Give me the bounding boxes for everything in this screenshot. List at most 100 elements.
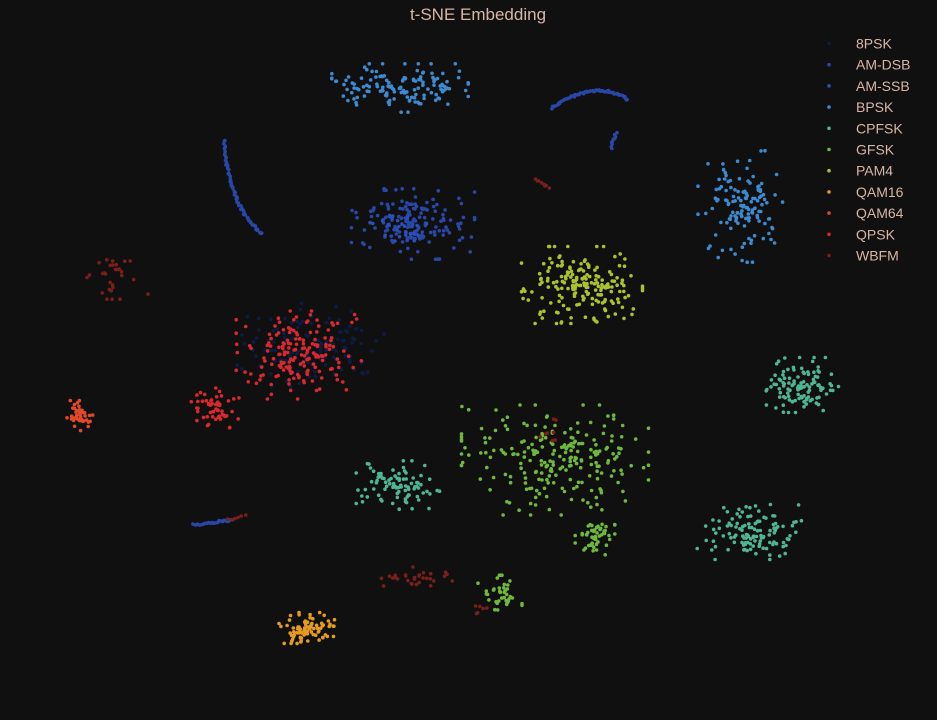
point-qpsk — [230, 409, 234, 414]
point-cpfsk — [389, 476, 393, 481]
point-qpsk — [287, 346, 291, 350]
point-gfsk — [602, 531, 607, 536]
point-gfsk — [534, 488, 539, 493]
point-pam4 — [559, 321, 564, 325]
point-pam4 — [555, 279, 559, 284]
point-pam4 — [556, 287, 560, 291]
point-bpsk — [438, 84, 442, 88]
point-cpfsk — [781, 544, 785, 549]
point-gfsk — [505, 499, 509, 504]
point-cpfsk — [437, 489, 442, 494]
point-8psk — [337, 318, 342, 322]
point-pam4 — [616, 300, 621, 305]
point-cpfsk — [743, 547, 747, 552]
point-bpsk — [758, 188, 763, 192]
point-cpfsk — [810, 382, 814, 386]
point-bpsk — [447, 86, 452, 91]
point-pam4 — [582, 259, 587, 264]
point-pam4 — [571, 259, 576, 264]
point-cpfsk — [757, 542, 762, 546]
point-cpfsk — [771, 542, 775, 547]
point-wbfm — [244, 513, 248, 517]
point-pam4 — [552, 244, 557, 249]
point-gfsk — [599, 488, 603, 493]
point-bpsk — [759, 149, 763, 153]
point-am-dsb — [259, 231, 264, 236]
point-pam4 — [609, 289, 614, 294]
point-8psk — [295, 351, 299, 356]
point-cpfsk — [815, 396, 819, 400]
legend-marker-bpsk — [827, 105, 831, 109]
point-8psk — [316, 338, 321, 343]
point-wbfm — [410, 582, 414, 586]
point-gfsk — [599, 471, 604, 475]
point-wbfm — [110, 259, 115, 263]
point-qpsk — [326, 328, 331, 332]
point-bpsk — [387, 80, 391, 85]
point-qpsk — [299, 353, 304, 357]
point-qpsk — [310, 342, 315, 346]
point-gfsk — [502, 590, 507, 595]
point-wbfm — [102, 271, 107, 275]
point-cpfsk — [821, 408, 825, 413]
point-am-dsb — [398, 206, 402, 211]
point-qam16 — [311, 632, 316, 637]
point-qpsk — [274, 374, 278, 379]
point-qpsk — [196, 399, 200, 404]
point-cpfsk — [755, 529, 760, 533]
point-qpsk — [305, 369, 310, 374]
point-gfsk — [589, 455, 593, 460]
point-qpsk — [294, 315, 299, 319]
point-bpsk — [773, 193, 777, 197]
point-gfsk — [641, 465, 646, 470]
point-gfsk — [607, 537, 612, 542]
point-bpsk — [721, 162, 725, 166]
point-qam16 — [308, 612, 312, 617]
point-gfsk — [484, 450, 488, 455]
point-bpsk — [739, 198, 743, 203]
point-bpsk — [379, 74, 384, 78]
point-bpsk — [421, 80, 425, 85]
point-gfsk — [540, 478, 544, 482]
point-cpfsk — [363, 487, 368, 492]
point-am-ssb — [405, 216, 410, 221]
point-am-dsb — [437, 257, 442, 261]
point-qam16 — [317, 638, 321, 642]
point-am-dsb — [222, 139, 227, 143]
point-gfsk — [538, 438, 543, 443]
point-bpsk — [716, 255, 720, 260]
point-bpsk — [416, 100, 420, 105]
point-8psk — [271, 340, 276, 344]
point-cpfsk — [799, 366, 804, 371]
point-cpfsk — [743, 542, 748, 546]
point-qpsk — [201, 415, 206, 420]
point-cpfsk — [747, 525, 752, 530]
point-gfsk — [568, 459, 572, 464]
point-cpfsk — [788, 534, 792, 538]
point-pam4 — [560, 296, 564, 300]
point-am-dsb — [368, 245, 372, 250]
point-pam4 — [586, 291, 591, 296]
point-cpfsk — [397, 471, 401, 476]
point-pam4 — [592, 282, 597, 286]
point-wbfm — [131, 277, 136, 282]
point-am-dsb — [354, 210, 358, 215]
point-bpsk — [417, 77, 421, 82]
point-am-dsb — [234, 197, 239, 201]
point-cpfsk — [409, 481, 414, 486]
point-qam16 — [309, 630, 314, 634]
point-gfsk — [539, 471, 544, 475]
point-bpsk — [722, 177, 727, 181]
point-8psk — [257, 328, 261, 332]
point-qpsk — [269, 392, 274, 397]
point-wbfm — [146, 292, 150, 296]
point-qam16 — [331, 634, 336, 639]
point-8psk — [318, 349, 323, 354]
point-qpsk — [214, 395, 219, 399]
point-bpsk — [392, 97, 396, 101]
point-qam16 — [315, 626, 320, 630]
point-am-dsb — [224, 156, 229, 160]
point-wbfm — [87, 273, 92, 277]
point-qpsk — [243, 370, 247, 374]
point-am-dsb — [362, 242, 366, 247]
